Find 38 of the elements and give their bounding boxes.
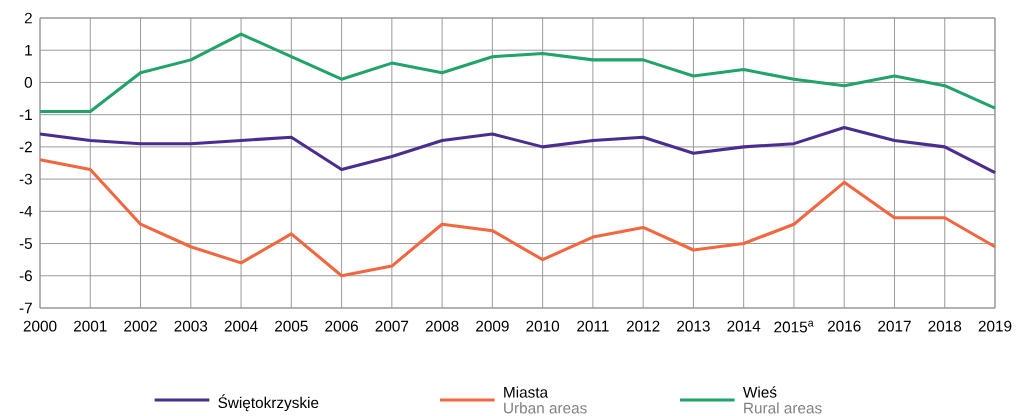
x-tick-label: 2019	[978, 320, 1012, 332]
legend-label: Wieś	[743, 386, 777, 398]
y-tick-label: -3	[19, 173, 32, 185]
x-tick-label: 2011	[577, 320, 609, 332]
x-tick-label: 2005	[275, 320, 308, 332]
y-tick-label: 1	[25, 44, 32, 56]
text: Urban areas	[504, 402, 587, 414]
y-tick-label: -7	[19, 302, 32, 314]
legend-label: Miasta	[504, 386, 549, 398]
line-series	[38, 32, 997, 113]
x-tick-label: 2014	[727, 320, 761, 332]
x-tick-label: 2015$^{a}$	[774, 320, 814, 333]
x-tick-label: 2017	[878, 320, 911, 332]
x-tick-label: 2010	[526, 320, 560, 332]
y-tick-label: -4	[19, 206, 33, 217]
y-tick-label: -6	[19, 270, 32, 282]
y-tick-label: 2	[24, 12, 32, 24]
y-tick-label: -5	[19, 238, 32, 249]
x-tick-label: 2013	[677, 320, 710, 332]
x-tick-label: 2001	[73, 320, 107, 332]
x-tick-label: 2018	[928, 320, 962, 332]
x-tick-label: 2007	[375, 320, 409, 332]
x-tick-label: 2009	[476, 320, 509, 332]
x-tick-label: 2006	[325, 320, 358, 332]
y-tick-label: 0	[24, 77, 33, 88]
text: Rural areas	[744, 402, 822, 414]
y-tick-label: -1	[19, 109, 32, 120]
x-tick-label: 2012	[626, 320, 660, 332]
x-tick-label: 2016	[827, 320, 861, 332]
x-tick-label: 2002	[124, 320, 157, 332]
x-tick-label: 2000	[23, 320, 57, 332]
y-tick-label: -2	[19, 141, 32, 153]
x-tick-label: 2008	[425, 320, 459, 332]
line-series	[38, 126, 997, 175]
x-tick-label: 2003	[174, 320, 208, 332]
line-series	[38, 158, 997, 278]
x-tick-label: 2004	[224, 320, 258, 332]
legend-label: Świętokrzyskie	[218, 394, 319, 412]
